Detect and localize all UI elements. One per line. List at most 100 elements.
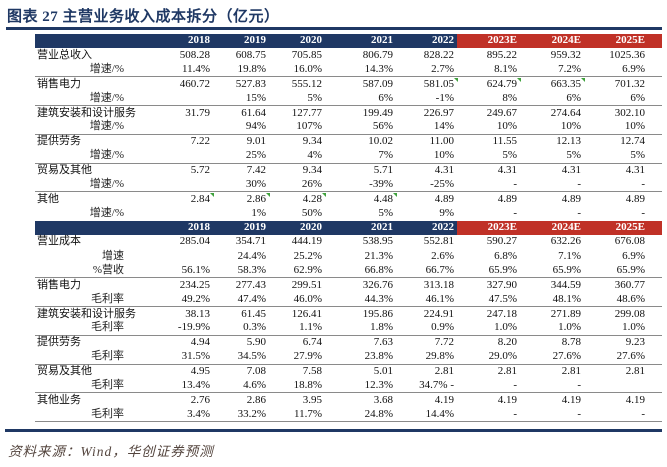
cell-value: 49.2%: [181, 292, 210, 305]
cell-value: 4.31: [396, 162, 457, 178]
table-row: 提供劳务 4.94 5.90 6.74 7.63 7.72 8.20 8.78 9.23: [35, 334, 662, 350]
cell-value: [127, 120, 213, 134]
cell-value: [127, 178, 213, 192]
cell-value: 2.84: [127, 191, 214, 207]
cell-value: 508.28: [179, 48, 210, 61]
cell-value: 11.55: [457, 133, 520, 149]
table-row: 毛利率 31.5% 34.5% 27.9% 23.8% 29.8% 29.0% 27.6% 27…: [35, 350, 662, 364]
year-header-row-cost: 2018 2019 2020 2021 2022 2023E 2024E 2025E: [35, 220, 662, 235]
cell-value: 608.75: [235, 48, 266, 61]
cell-value: [127, 149, 213, 163]
row-label: 建筑安装和设计服务: [35, 105, 136, 120]
cell-value: 2.86: [213, 392, 269, 408]
cell-value: 16.0%: [293, 62, 322, 75]
cell-value: -39%: [369, 177, 393, 190]
cell-value: 581.05: [396, 76, 458, 92]
cell-value: 5.72: [127, 162, 213, 178]
cell-value: 6%: [566, 91, 581, 104]
cell-value: 27.9%: [293, 350, 322, 363]
table-row: 贸易及其他 4.95 7.08 7.58 5.01 2.81 2.81 2.81 2.81: [35, 363, 662, 379]
cell-value: [127, 206, 213, 220]
cell-value: 4.19: [584, 392, 662, 408]
table-row: 增速/% 94% 107% 56% 14% 10% 10% 10%: [35, 120, 662, 134]
cell-value: 47.5%: [488, 292, 517, 305]
cell-value: 663.35: [520, 76, 585, 92]
year-header-row-revenue: 2018 2019 2020 2021 2022 2023E 2024E 2025E: [35, 34, 662, 48]
cell-value: -: [513, 379, 517, 392]
cell-value: 47.4%: [237, 292, 266, 305]
cell-value: 1.0%: [558, 321, 581, 334]
cell-value: 1.1%: [299, 321, 322, 334]
cell-value: 31.79: [127, 105, 213, 120]
cell-value: 249.67: [457, 105, 520, 120]
cell-value: 5%: [630, 149, 645, 162]
cell-value: 14.3%: [364, 62, 393, 75]
cell-value: 23.8%: [364, 350, 393, 363]
cell-value: 44.3%: [364, 292, 393, 305]
table-row: 增速/% 1% 50% 5% 9% - - -: [35, 206, 662, 220]
cell-value: 444.19: [291, 235, 322, 248]
cell-value: -: [513, 407, 517, 420]
cell-value: 29.0%: [488, 350, 517, 363]
cell-value: 1.0%: [622, 321, 645, 334]
cell-value: 61.45: [213, 306, 269, 322]
cell-value: 8.20: [457, 334, 520, 350]
cell-value: 31.5%: [181, 350, 210, 363]
cell-value: 62.9%: [293, 263, 322, 276]
cell-value: 65.9%: [552, 263, 581, 276]
row-label: 提供劳务: [35, 133, 127, 149]
figure-title: 图表 27 主营业务收入成本拆分（亿元）: [7, 9, 280, 25]
cell-value: 10%: [624, 120, 645, 133]
cell-value: 3.68: [325, 392, 396, 408]
cell-value: -19.9%: [177, 321, 210, 334]
cell-value: 127.77: [269, 105, 325, 120]
cell-value: -: [641, 407, 645, 420]
cell-value: 126.41: [269, 306, 325, 322]
cell-value: 271.89: [520, 306, 584, 322]
cell-value: 327.90: [457, 277, 520, 293]
row-label: 毛利率: [91, 379, 124, 392]
cell-value: -: [577, 206, 581, 219]
cell-value: 25.2%: [293, 249, 322, 262]
cell-value: 2.81: [457, 363, 520, 379]
row-label: 毛利率: [91, 407, 124, 420]
cell-value: 360.77: [584, 277, 662, 293]
cell-value: 6.74: [269, 334, 325, 350]
cell-value: 66.7%: [425, 263, 454, 276]
cell-value: -: [513, 177, 517, 190]
cell-value: 344.59: [520, 277, 584, 293]
table-row: 增速/% 15% 5% 6% -1% 8% 6% 6%: [35, 91, 662, 105]
comment-marker-icon: [393, 193, 397, 198]
cell-value: 4.19: [396, 392, 457, 408]
cell-value: 0.9%: [431, 321, 454, 334]
cell-value: 8.1%: [494, 62, 517, 75]
cell-value: 5%: [307, 91, 322, 104]
cell-value: 326.76: [325, 277, 396, 293]
row-label: 提供劳务: [35, 334, 127, 350]
year-header: 2021: [325, 34, 396, 48]
cell-value: 58.3%: [237, 263, 266, 276]
year-header: 2020: [269, 34, 325, 48]
year-header: 2022: [396, 220, 457, 235]
cell-value: 9.23: [584, 334, 662, 350]
year-header: 2024E: [520, 34, 584, 48]
cell-value: 9%: [439, 206, 454, 219]
cell-value: 3.95: [269, 392, 325, 408]
cell-value: -: [641, 206, 645, 219]
cell-value: 4.28: [269, 191, 326, 207]
cell-value: 65.9%: [616, 263, 645, 276]
year-header: 2025E: [584, 34, 662, 48]
row-label: %营收: [92, 263, 124, 276]
cell-value: 12.74: [584, 133, 662, 149]
cell-value: 285.04: [179, 235, 210, 248]
row-label: 毛利率: [91, 292, 124, 305]
table-row: 增速 24.4% 25.2% 21.3% 2.6% 6.8% 7.1% 6.9%: [35, 249, 662, 263]
cell-value: 199.49: [325, 105, 396, 120]
table-row: 其他业务 2.76 2.86 3.95 3.68 4.19 4.19 4.19 4.19: [35, 392, 662, 408]
cell-value: 2.81: [396, 363, 457, 379]
row-label: 增速/%: [89, 177, 124, 190]
cell-value: 4.31: [584, 162, 662, 178]
cell-value: -: [577, 177, 581, 190]
table-row: 增速/% 30% 26% -39% -25% - - -: [35, 178, 662, 192]
year-header: 2019: [213, 34, 269, 48]
